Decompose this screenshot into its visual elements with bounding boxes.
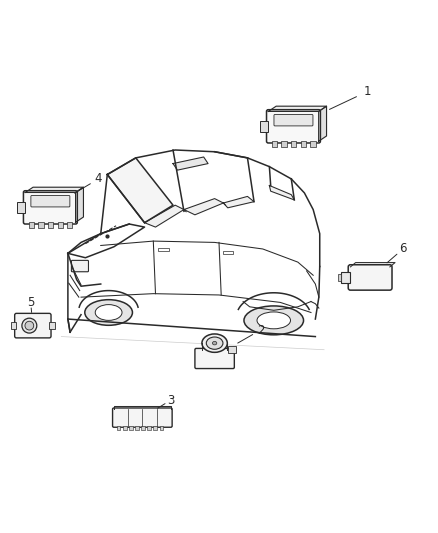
Text: 1: 1: [364, 85, 372, 98]
Bar: [228, 346, 236, 353]
Polygon shape: [269, 185, 294, 200]
Polygon shape: [223, 197, 254, 208]
Ellipse shape: [257, 312, 290, 329]
Bar: [153, 426, 157, 430]
Ellipse shape: [25, 321, 34, 330]
Polygon shape: [319, 106, 326, 141]
Bar: [58, 222, 63, 228]
Ellipse shape: [95, 304, 122, 320]
Bar: [11, 322, 16, 329]
Polygon shape: [350, 263, 395, 267]
Bar: [48, 222, 53, 228]
Text: 4: 4: [95, 172, 102, 185]
Polygon shape: [173, 157, 208, 170]
Bar: [29, 222, 34, 228]
Bar: [291, 141, 297, 147]
Text: 5: 5: [27, 296, 34, 309]
Polygon shape: [107, 158, 173, 223]
Bar: [260, 120, 268, 132]
Bar: [39, 222, 44, 228]
Ellipse shape: [206, 337, 223, 349]
Bar: [123, 426, 127, 430]
Bar: [49, 322, 54, 329]
FancyBboxPatch shape: [274, 115, 313, 126]
Bar: [159, 426, 163, 430]
Text: 2: 2: [257, 324, 265, 336]
FancyBboxPatch shape: [24, 191, 77, 224]
Ellipse shape: [244, 306, 304, 335]
Bar: [338, 274, 341, 281]
Ellipse shape: [202, 334, 227, 352]
Ellipse shape: [85, 300, 132, 325]
Bar: [18, 201, 25, 213]
Polygon shape: [114, 406, 171, 409]
Bar: [341, 272, 350, 283]
FancyBboxPatch shape: [14, 313, 51, 338]
Bar: [129, 426, 133, 430]
Bar: [135, 426, 139, 430]
Polygon shape: [268, 106, 326, 111]
Bar: [281, 141, 287, 147]
Bar: [117, 426, 120, 430]
Polygon shape: [145, 205, 184, 227]
FancyBboxPatch shape: [113, 408, 172, 427]
Bar: [141, 426, 145, 430]
Bar: [310, 141, 316, 147]
Bar: [67, 222, 73, 228]
Polygon shape: [184, 199, 223, 215]
FancyBboxPatch shape: [266, 110, 320, 143]
FancyBboxPatch shape: [348, 265, 392, 290]
FancyBboxPatch shape: [71, 260, 88, 272]
Bar: [272, 141, 277, 147]
FancyBboxPatch shape: [31, 196, 70, 207]
Text: 6: 6: [399, 243, 407, 255]
Bar: [301, 141, 306, 147]
Ellipse shape: [22, 318, 37, 333]
Ellipse shape: [212, 342, 217, 345]
FancyBboxPatch shape: [195, 349, 234, 368]
Bar: [223, 251, 233, 254]
Bar: [158, 248, 169, 251]
Text: 3: 3: [167, 393, 174, 407]
Bar: [147, 426, 151, 430]
Polygon shape: [76, 187, 83, 222]
Polygon shape: [25, 187, 83, 192]
